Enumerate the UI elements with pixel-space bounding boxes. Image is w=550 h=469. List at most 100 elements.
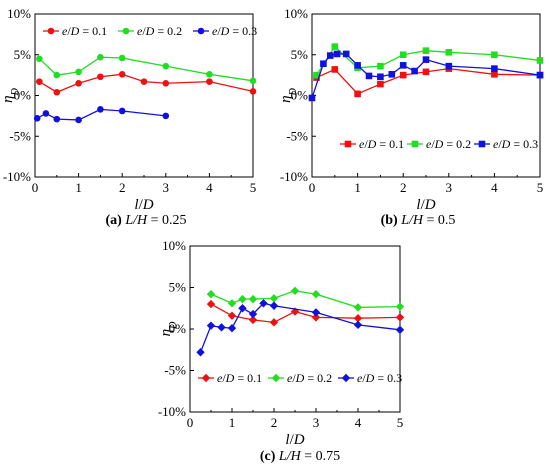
panel-caption: (c) L/H = 0.75 — [260, 449, 340, 464]
data-point — [377, 73, 384, 81]
data-point — [249, 88, 257, 95]
data-point — [269, 301, 279, 310]
data-point — [75, 79, 82, 87]
data-point — [269, 318, 279, 327]
y-tick-label: 0% — [291, 88, 309, 103]
x-tick-label: 0 — [309, 180, 316, 195]
data-point — [53, 71, 61, 79]
legend-swatch-marker — [478, 140, 486, 148]
x-tick-label: 3 — [163, 180, 170, 195]
data-point — [353, 314, 363, 323]
y-tick-label: 10% — [162, 238, 186, 253]
panel-caption: (b) L/H = 0.5 — [381, 213, 456, 228]
data-point — [248, 294, 258, 304]
x-tick-label: 0 — [32, 180, 39, 195]
data-point — [227, 323, 237, 333]
series-2 — [36, 53, 257, 85]
x-tick-label: 3 — [313, 415, 320, 430]
data-point — [333, 50, 341, 58]
data-point — [118, 71, 126, 78]
x-tick-label: 5 — [537, 180, 544, 195]
y-tick-label: -10% — [3, 169, 31, 184]
series-3 — [33, 106, 170, 124]
data-point — [311, 313, 321, 322]
legend-label: e/D = 0.1 — [359, 137, 404, 151]
legend: e/D = 0.1 e/D = 0.2 e/D = 0.3 — [43, 24, 257, 38]
data-point — [491, 65, 498, 72]
x-tick-label: 4 — [206, 180, 213, 195]
data-point — [33, 115, 41, 122]
data-point — [227, 299, 237, 308]
data-point — [399, 62, 407, 69]
data-point — [290, 286, 300, 296]
data-point — [311, 308, 321, 317]
y-tick-label: 10% — [284, 6, 308, 21]
plot-frame — [311, 13, 541, 178]
data-point — [206, 321, 216, 330]
y-axis-label: ηD — [0, 87, 21, 102]
series-3 — [308, 50, 544, 102]
series-2 — [206, 286, 405, 312]
data-point — [206, 78, 213, 85]
x-tick-label: 1 — [75, 180, 82, 195]
y-tick-label: -5% — [9, 128, 31, 143]
legend-label: e/D = 0.3 — [357, 371, 402, 385]
data-point — [354, 62, 361, 69]
data-point — [217, 323, 226, 332]
series-1 — [36, 71, 257, 96]
data-point — [422, 56, 430, 63]
y-tick-label: -5% — [164, 363, 186, 378]
x-tick-label: 3 — [446, 180, 453, 195]
data-point — [536, 57, 544, 64]
data-point — [42, 110, 50, 117]
data-point — [395, 325, 405, 335]
data-point — [308, 94, 316, 102]
legend-label: e/D = 0.2 — [426, 137, 471, 151]
data-point — [162, 112, 170, 120]
data-point — [331, 43, 339, 50]
data-point — [118, 54, 126, 62]
data-point — [238, 304, 247, 313]
data-point — [36, 78, 43, 85]
legend-label: e/D = 0.2 — [287, 371, 332, 385]
legend-label: e/D = 0.2 — [137, 24, 182, 38]
legend-swatch-marker — [122, 27, 130, 35]
y-axis-label: ηD — [278, 87, 299, 102]
y-axis-label: ηD — [158, 321, 179, 336]
x-tick-label: 4 — [355, 415, 362, 430]
data-point — [238, 294, 247, 304]
data-point — [206, 71, 213, 78]
data-point — [354, 90, 361, 98]
x-axis-label: l/D — [285, 432, 304, 448]
x-tick-label: 4 — [491, 180, 498, 195]
data-point — [445, 62, 453, 70]
data-point — [422, 47, 430, 54]
data-point — [395, 313, 405, 322]
data-point — [399, 71, 407, 79]
y-tick-label: 5% — [14, 47, 32, 62]
series-line — [38, 56, 254, 82]
data-point — [491, 71, 498, 78]
data-point — [395, 302, 405, 311]
legend-label: e/D = 0.3 — [493, 137, 538, 151]
legend-label: e/D = 0.1 — [62, 24, 107, 38]
data-point — [53, 88, 61, 96]
legend-swatch-marker — [47, 27, 55, 35]
data-point — [118, 107, 126, 115]
data-point — [75, 116, 82, 124]
x-tick-label: 2 — [119, 180, 126, 195]
data-point — [227, 311, 237, 320]
data-point — [249, 77, 257, 85]
data-point — [353, 320, 363, 330]
data-point — [536, 71, 544, 79]
legend: e/D = 0.1 e/D = 0.2 e/D = 0.3 — [340, 137, 538, 151]
y-tick-label: 5% — [291, 47, 309, 62]
data-point — [248, 309, 258, 319]
data-point — [326, 52, 334, 59]
legend-swatch-marker — [201, 373, 211, 383]
x-axis-label: l/D — [134, 197, 153, 213]
